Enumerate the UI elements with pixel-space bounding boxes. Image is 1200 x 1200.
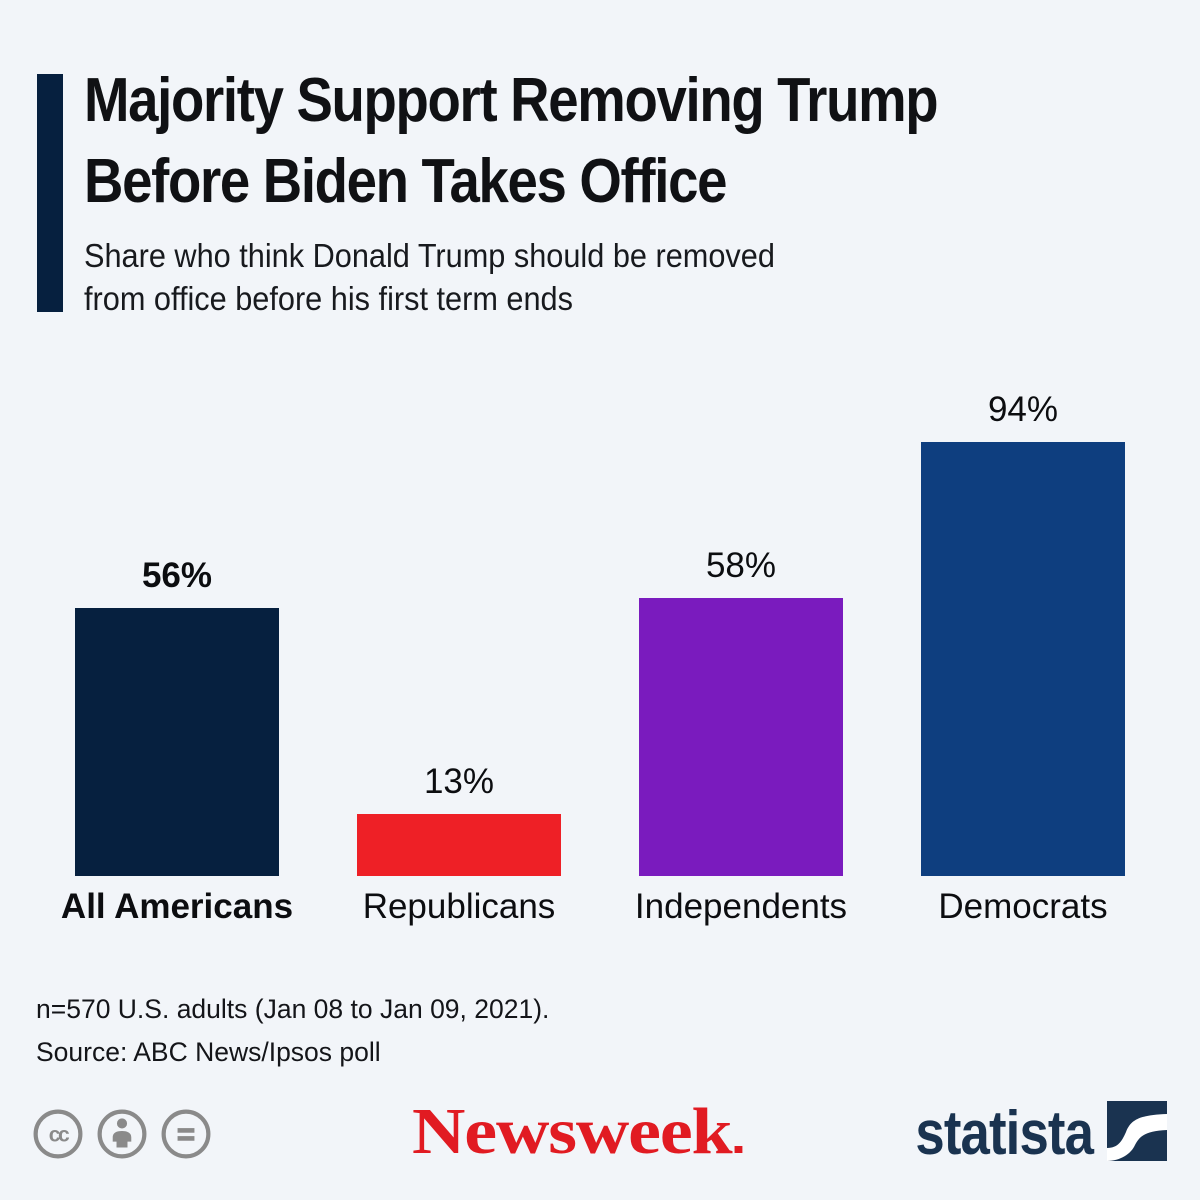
bar-column-all-americans: 56% [75, 390, 279, 876]
statista-swoosh-icon [1107, 1101, 1167, 1166]
attribution-person-icon [95, 1107, 149, 1161]
cc-icon: cc [31, 1107, 85, 1161]
newsweek-trademark-dot [734, 1146, 743, 1153]
statista-logo: statista [884, 1098, 1167, 1169]
license-icons: cc [31, 1107, 213, 1161]
statista-logo-text: statista [915, 1099, 1094, 1168]
bar-independents [639, 598, 843, 876]
sample-note: n=570 U.S. adults (Jan 08 to Jan 09, 202… [36, 994, 550, 1024]
subtitle-line-1: Share who think Donald Trump should be r… [84, 237, 775, 274]
value-label: 56% [141, 556, 213, 595]
title-line-2: Before Biden Takes Office [84, 147, 727, 216]
category-label-independents: Independents [634, 887, 848, 926]
footnote: n=570 U.S. adults (Jan 08 to Jan 09, 202… [36, 988, 549, 1074]
newsweek-logo-text: Newsweek [412, 1095, 733, 1168]
subtitle-line-2: from office before his first term ends [84, 280, 573, 317]
bar-column-independents: 58% [639, 390, 843, 876]
bar-republicans [357, 814, 561, 876]
page-title: Majority Support Removing Trump Before B… [84, 60, 1054, 222]
title-accent-bar [37, 74, 63, 312]
title-line-1: Majority Support Removing Trump [84, 66, 939, 135]
value-label: 13% [423, 762, 495, 801]
category-label-democrats: Democrats [938, 887, 1108, 926]
chart-subtitle: Share who think Donald Trump should be r… [84, 234, 827, 320]
svg-text:cc: cc [49, 1124, 70, 1147]
bar-chart: 56% 13% 58% 94% All Americans Republican… [0, 390, 1200, 950]
source-note: Source: ABC News/Ipsos poll [36, 1037, 381, 1067]
bar-all-americans [75, 608, 279, 876]
category-label-republicans: Republicans [362, 887, 556, 926]
bar-column-democrats: 94% [921, 390, 1125, 876]
newsweek-logo: Newsweek [412, 1094, 743, 1170]
bar-column-republicans: 13% [357, 390, 561, 876]
category-label-all-americans: All Americans [60, 887, 294, 926]
bar-democrats [921, 442, 1125, 876]
value-label: 58% [705, 546, 777, 585]
value-label: 94% [987, 390, 1059, 429]
equal-no-derivatives-icon [159, 1107, 213, 1161]
